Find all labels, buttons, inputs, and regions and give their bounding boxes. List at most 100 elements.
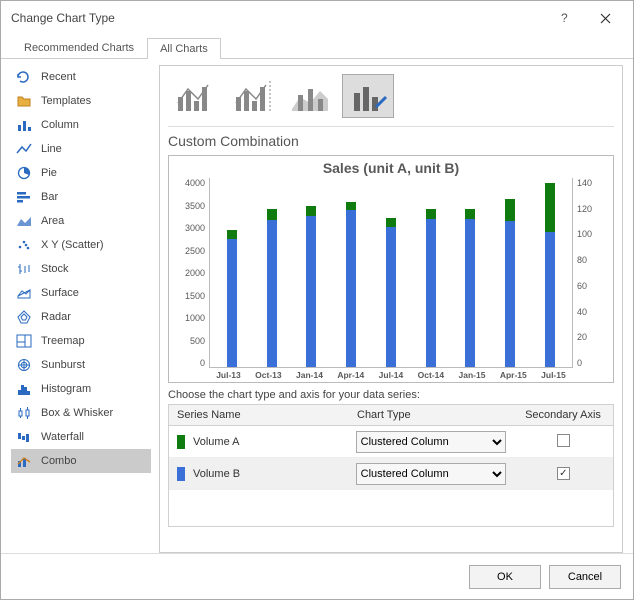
sidebar-item-label: Pie (41, 167, 57, 179)
sidebar-item-scatter[interactable]: X Y (Scatter) (11, 233, 151, 257)
sidebar-item-label: Stock (41, 263, 69, 275)
sidebar-item-pie[interactable]: Pie (11, 161, 151, 185)
series-table: Series Name Chart Type Secondary Axis Vo… (168, 404, 614, 527)
surface-icon (15, 285, 33, 301)
bar-icon (15, 189, 33, 205)
chart-type-select[interactable]: Clustered Column (356, 431, 506, 453)
help-button[interactable]: ? (545, 4, 585, 32)
sidebar-item-label: Templates (41, 95, 91, 107)
area-icon (15, 213, 33, 229)
bar-group (227, 178, 237, 367)
waterfall-icon (15, 429, 33, 445)
sidebar-item-label: Surface (41, 287, 79, 299)
primary-y-axis: 40003500300025002000150010005000 (177, 178, 209, 368)
sidebar-item-label: Line (41, 143, 62, 155)
svg-text:?: ? (561, 12, 568, 24)
sidebar-item-stock[interactable]: Stock (11, 257, 151, 281)
chart-preview: Sales (unit A, unit B) 40003500300025002… (168, 155, 614, 383)
header-secondary-axis: Secondary Axis (513, 405, 613, 425)
combo-icon (15, 453, 33, 469)
sidebar-item-label: Waterfall (41, 431, 84, 443)
sidebar-item-recent[interactable]: Recent (11, 65, 151, 89)
sidebar-item-surface[interactable]: Surface (11, 281, 151, 305)
chart-type-sidebar: Recent Templates Column Line Pie Bar Area X Y (… (11, 65, 151, 553)
cancel-button[interactable]: Cancel (549, 565, 621, 589)
secondary-y-axis: 140120100806040200 (573, 178, 605, 368)
bar-group (267, 178, 277, 367)
bar-group (306, 178, 316, 367)
sidebar-item-sunburst[interactable]: Sunburst (11, 353, 151, 377)
sidebar-item-label: Area (41, 215, 64, 227)
header-chart-type: Chart Type (349, 405, 513, 425)
series-swatch (177, 467, 185, 481)
subtype-custom-combination[interactable] (342, 74, 394, 118)
sidebar-item-label: Box & Whisker (41, 407, 113, 419)
sidebar-item-box[interactable]: Box & Whisker (11, 401, 151, 425)
pie-icon (15, 165, 33, 181)
window-title: Change Chart Type (11, 11, 545, 25)
bar-group (346, 178, 356, 367)
sidebar-item-label: Recent (41, 71, 76, 83)
sidebar-item-label: Treemap (41, 335, 85, 347)
sidebar-item-waterfall[interactable]: Waterfall (11, 425, 151, 449)
sidebar-item-column[interactable]: Column (11, 113, 151, 137)
sidebar-item-label: Histogram (41, 383, 91, 395)
bar-group (426, 178, 436, 367)
header-series-name: Series Name (169, 405, 349, 425)
ok-button[interactable]: OK (469, 565, 541, 589)
tab-recommended[interactable]: Recommended Charts (11, 37, 147, 58)
series-table-header: Series Name Chart Type Secondary Axis (169, 405, 613, 426)
bar-group (505, 178, 515, 367)
sidebar-item-histogram[interactable]: Histogram (11, 377, 151, 401)
bar-group (545, 178, 555, 367)
sidebar-item-label: Column (41, 119, 79, 131)
sidebar-item-label: Radar (41, 311, 71, 323)
subtype-clustered-line-secondary[interactable] (226, 74, 278, 118)
x-axis: Jul-13Oct-13Jan-14Apr-14Jul-14Oct-14Jan-… (177, 370, 605, 380)
subtype-clustered-line[interactable] (168, 74, 220, 118)
bar-group (465, 178, 475, 367)
sidebar-item-treemap[interactable]: Treemap (11, 329, 151, 353)
plot-area (209, 178, 573, 368)
bar-group (386, 178, 396, 367)
line-icon (15, 141, 33, 157)
series-swatch (177, 435, 185, 449)
templates-icon (15, 93, 33, 109)
secondary-axis-checkbox[interactable]: ✓ (557, 467, 570, 480)
tab-all-charts[interactable]: All Charts (147, 38, 221, 59)
stock-icon (15, 261, 33, 277)
scatter-icon (15, 237, 33, 253)
column-icon (15, 117, 33, 133)
sidebar-item-label: Sunburst (41, 359, 85, 371)
sunburst-icon (15, 357, 33, 373)
box-icon (15, 405, 33, 421)
sidebar-item-bar[interactable]: Bar (11, 185, 151, 209)
combo-subtype-row (168, 74, 614, 127)
radar-icon (15, 309, 33, 325)
sidebar-item-templates[interactable]: Templates (11, 89, 151, 113)
dialog-footer: OK Cancel (1, 553, 633, 599)
series-name-label: Volume B (193, 467, 240, 479)
main-panel: Custom Combination Sales (unit A, unit B… (159, 65, 623, 553)
sidebar-item-combo[interactable]: Combo (11, 449, 151, 473)
section-title: Custom Combination (168, 127, 614, 155)
subtype-stacked-area-column[interactable] (284, 74, 336, 118)
sidebar-item-radar[interactable]: Radar (11, 305, 151, 329)
sidebar-item-label: Combo (41, 455, 76, 467)
chart-title: Sales (unit A, unit B) (177, 160, 605, 176)
sidebar-item-area[interactable]: Area (11, 209, 151, 233)
sidebar-item-label: Bar (41, 191, 58, 203)
secondary-axis-checkbox[interactable] (557, 434, 570, 447)
histogram-icon (15, 381, 33, 397)
recent-icon (15, 69, 33, 85)
series-name-label: Volume A (193, 435, 239, 447)
titlebar: Change Chart Type ? (1, 1, 633, 35)
chart-type-select[interactable]: Clustered Column (356, 463, 506, 485)
sidebar-item-line[interactable]: Line (11, 137, 151, 161)
series-row: Volume B Clustered Column ✓ (169, 458, 613, 490)
series-caption: Choose the chart type and axis for your … (168, 383, 614, 404)
close-button[interactable] (585, 4, 625, 32)
sidebar-item-label: X Y (Scatter) (41, 239, 104, 251)
series-row: Volume A Clustered Column (169, 426, 613, 458)
tab-row: Recommended Charts All Charts (1, 35, 633, 59)
